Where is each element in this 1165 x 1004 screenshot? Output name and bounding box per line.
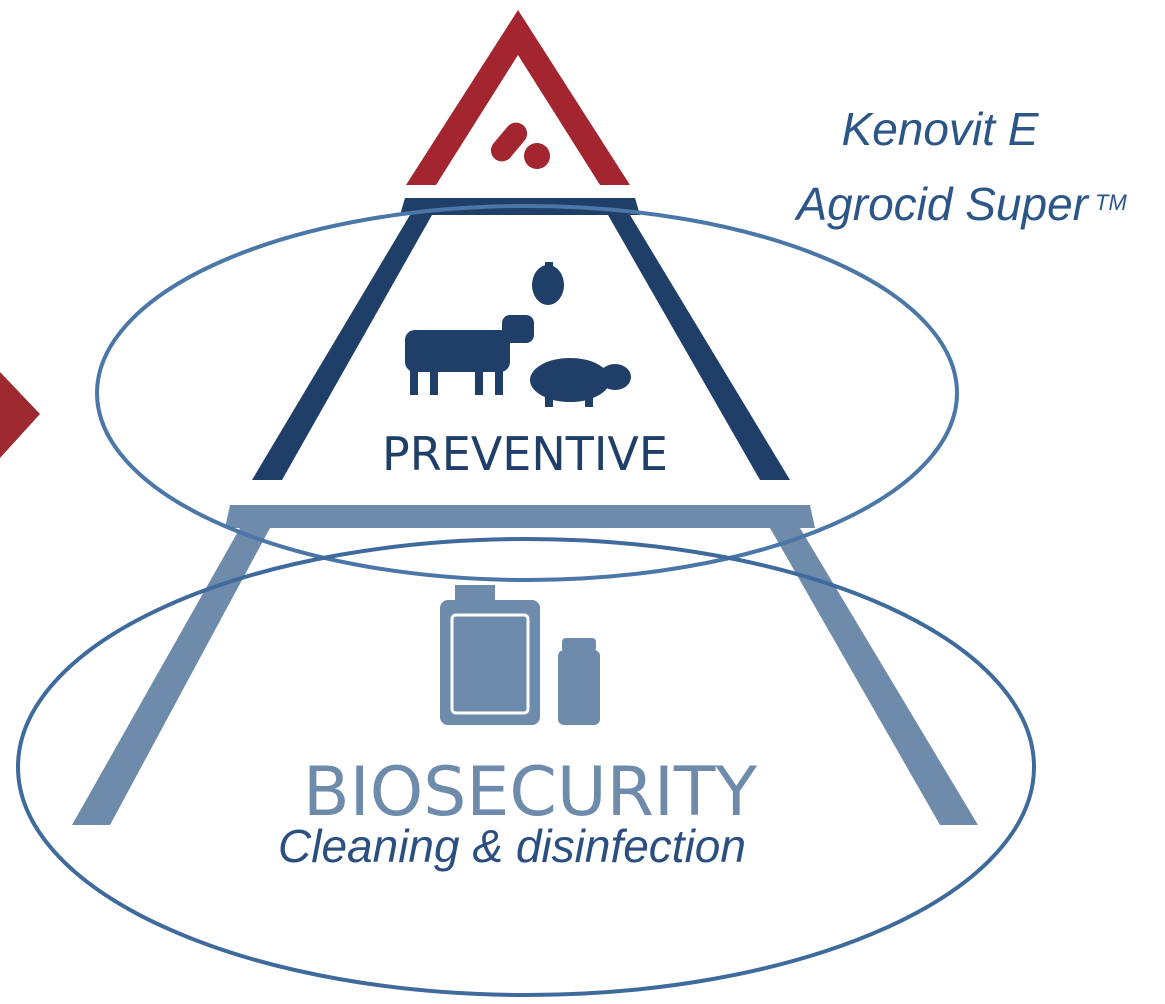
trademark: TM — [1095, 190, 1127, 215]
bottom-label: Cleaning & disinfection — [278, 820, 746, 872]
top-label-line1: Kenovit E — [842, 103, 1040, 155]
animals-icon — [405, 262, 631, 407]
top-label-line2: Agrocid Super — [794, 178, 1090, 230]
middle-label: PREVENTIVE — [382, 427, 668, 481]
base-left-leg — [72, 528, 270, 825]
top-triangle — [406, 10, 630, 185]
pill-icon — [486, 118, 550, 169]
containers-icon — [440, 585, 600, 725]
base-right-leg — [770, 528, 978, 825]
diagram: PREVENTIVE BIOSECURITY Kenovit E Agrocid… — [0, 0, 1165, 1004]
arrow — [0, 372, 40, 458]
base-top-bar — [225, 505, 815, 528]
